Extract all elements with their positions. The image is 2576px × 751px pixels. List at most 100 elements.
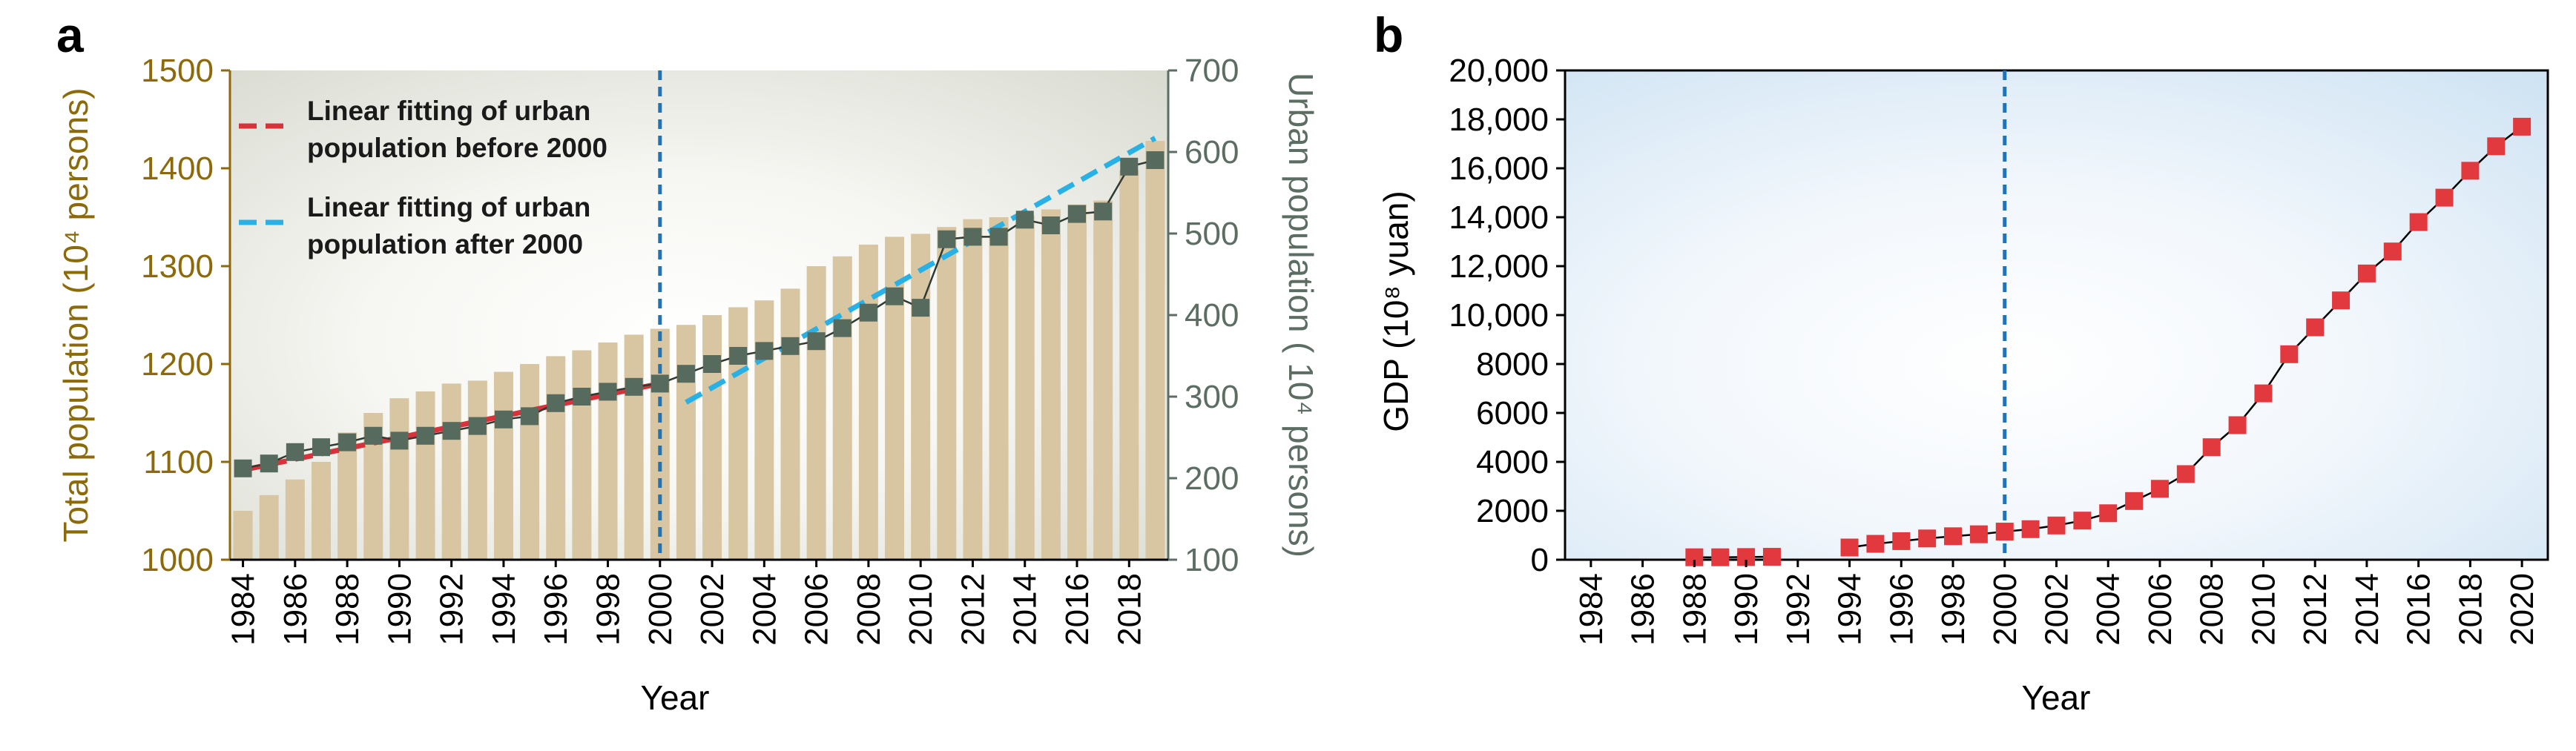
bar-total-2003 xyxy=(728,307,748,560)
gdp-marker-2016 xyxy=(2409,213,2428,231)
bar-total-2013 xyxy=(989,217,1009,560)
gdp-marker-1999 xyxy=(1969,525,1988,543)
x-tick-label-a-2018: 2018 xyxy=(1111,573,1147,646)
gdp-marker-2006 xyxy=(2150,480,2169,498)
urban-population-markers xyxy=(234,151,1165,477)
urban-marker-2016 xyxy=(1068,205,1087,223)
bar-total-2002 xyxy=(702,315,722,560)
x-tick-label-a-2012: 2012 xyxy=(955,573,991,646)
panel-label-b: b xyxy=(1374,7,1403,62)
urban-marker-1990 xyxy=(390,431,409,450)
right-tick-label-a-600: 600 xyxy=(1185,134,1239,171)
gdp-marker-1998 xyxy=(1944,527,1963,546)
urban-marker-1998 xyxy=(599,383,617,401)
x-tick-label-b-1988: 1988 xyxy=(1676,573,1713,646)
bar-total-2011 xyxy=(937,227,957,560)
urban-marker-1985 xyxy=(260,454,278,473)
urban-marker-1987 xyxy=(312,438,330,457)
x-tick-label-b-1984: 1984 xyxy=(1573,573,1610,646)
x-tick-label-b-2018: 2018 xyxy=(2452,573,2488,646)
urban-marker-2015 xyxy=(1041,216,1060,234)
left-tick-label-a-1400: 1400 xyxy=(141,150,214,187)
left-ticks-b: 0 2000 4000 6000 8000 10,000 12,000 14,000 16,00… xyxy=(1449,53,1565,578)
gdp-marker-2011 xyxy=(2280,345,2299,363)
urban-marker-2007 xyxy=(833,319,851,337)
x-tick-label-a-1996: 1996 xyxy=(538,573,574,646)
gdp-marker-1989 xyxy=(1711,548,1730,566)
right-tick-label-a-200: 200 xyxy=(1185,460,1239,497)
x-axis-title-a: Year xyxy=(641,678,710,717)
x-tick-label-b-1998: 1998 xyxy=(1935,573,1971,646)
gdp-marker-2000 xyxy=(1995,523,2014,541)
bar-total-1997 xyxy=(572,350,592,560)
gdp-marker-2007 xyxy=(2176,465,2195,483)
x-tick-label-b-2006: 2006 xyxy=(2142,573,2178,646)
bar-total-1990 xyxy=(389,398,409,560)
left-tick-label-b-0: 0 xyxy=(1531,542,1549,578)
panel-a: a 1000 1100 1200 1300 1400 1500 100 200 300 400 5… xyxy=(56,7,1320,717)
urban-marker-2017 xyxy=(1094,202,1113,221)
gdp-marker-1995 xyxy=(1866,535,1885,553)
bar-total-1984 xyxy=(233,511,253,560)
x-tick-label-b-2004: 2004 xyxy=(2090,573,2127,646)
bar-total-1991 xyxy=(415,391,435,560)
bar-total-2015 xyxy=(1041,209,1061,560)
urban-marker-2013 xyxy=(989,228,1008,246)
left-tick-label-a-1500: 1500 xyxy=(141,53,214,89)
x-tick-label-b-2014: 2014 xyxy=(2349,573,2385,646)
bar-total-2008 xyxy=(858,244,878,560)
left-tick-label-b-12,000: 12,000 xyxy=(1449,248,1549,285)
x-tick-label-a-1986: 1986 xyxy=(277,573,314,646)
gdp-marker-2012 xyxy=(2306,318,2325,337)
bar-total-1985 xyxy=(259,494,279,560)
bar-total-1998 xyxy=(598,342,618,560)
urban-marker-2001 xyxy=(676,365,695,383)
x-tick-label-b-2008: 2008 xyxy=(2194,573,2230,646)
x-tick-label-b-1986: 1986 xyxy=(1625,573,1661,646)
x-tick-label-b-1996: 1996 xyxy=(1883,573,1920,646)
x-tick-label-a-2004: 2004 xyxy=(746,573,783,646)
bar-total-2009 xyxy=(885,236,905,560)
gdp-line-segment-0 xyxy=(1694,555,1772,558)
bar-total-1996 xyxy=(546,356,566,560)
x-tick-label-a-1998: 1998 xyxy=(590,573,627,646)
left-tick-label-a-1300: 1300 xyxy=(141,248,214,285)
bar-total-1993 xyxy=(467,380,487,560)
urban-marker-2008 xyxy=(859,303,877,322)
urban-marker-1995 xyxy=(521,407,539,426)
legend-before-line2: population before 2000 xyxy=(307,133,607,163)
x-tick-label-b-1994: 1994 xyxy=(1832,573,1868,646)
plot-background-b xyxy=(1564,69,2549,561)
gdp-marker-1997 xyxy=(1918,529,1937,548)
gdp-marker-2002 xyxy=(2047,516,2066,535)
x-tick-label-a-1992: 1992 xyxy=(434,573,470,646)
bar-total-2001 xyxy=(676,325,696,560)
urban-marker-1994 xyxy=(494,410,513,429)
urban-marker-2003 xyxy=(729,347,748,365)
x-tick-label-a-2014: 2014 xyxy=(1007,573,1044,646)
x-tick-label-b-2020: 2020 xyxy=(2504,573,2540,646)
gdp-marker-1994 xyxy=(1840,538,1859,557)
gdp-markers xyxy=(1685,117,2531,566)
legend-after-line1: Linear fitting of urban xyxy=(307,192,590,222)
bar-total-2012 xyxy=(963,219,983,560)
y-axis-title-urban: Urban population ( 10⁴ persons) xyxy=(1282,73,1320,558)
left-tick-label-a-1000: 1000 xyxy=(141,542,214,578)
x-tick-label-a-1988: 1988 xyxy=(329,573,366,646)
legend-after-line2: population after 2000 xyxy=(307,229,583,259)
x-ticks-a: 1984 1986 1988 1990 1992 1994 1996 1998 2000 2002… xyxy=(225,560,1147,646)
bar-total-2005 xyxy=(780,288,800,560)
urban-marker-2005 xyxy=(781,337,800,355)
gdp-marker-2009 xyxy=(2228,416,2247,434)
x-tick-label-b-2002: 2002 xyxy=(2039,573,2075,646)
urban-marker-2010 xyxy=(912,299,930,317)
x-tick-label-a-1984: 1984 xyxy=(225,573,262,646)
urban-marker-1991 xyxy=(416,426,435,445)
gdp-marker-2005 xyxy=(2125,492,2144,510)
x-tick-label-a-2002: 2002 xyxy=(694,573,731,646)
legend-before-line1: Linear fitting of urban xyxy=(307,96,590,126)
right-tick-label-a-100: 100 xyxy=(1185,542,1239,578)
urban-marker-2011 xyxy=(938,230,956,248)
x-tick-label-a-2008: 2008 xyxy=(851,573,887,646)
